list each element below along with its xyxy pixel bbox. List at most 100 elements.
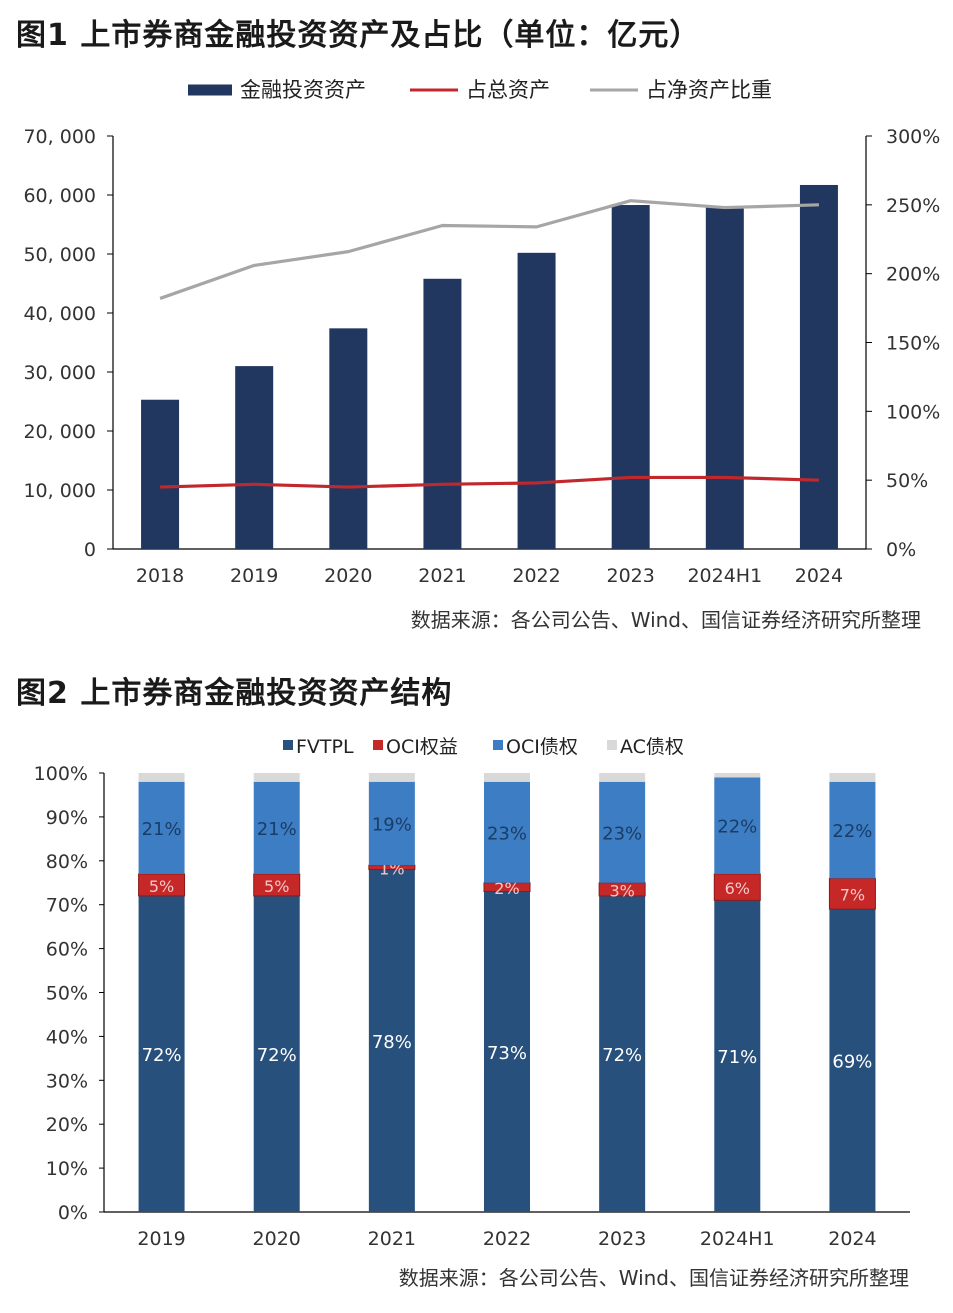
figure2-title: 图2 上市券商金融投资资产结构 [16, 676, 453, 711]
bar-2022 [517, 252, 556, 549]
y-tick-label-left: 0 [84, 539, 96, 561]
y-tick-label: 40% [46, 1026, 88, 1048]
legend-label-3: 占净资产比重 [646, 78, 772, 102]
x-tick-label: 2023 [598, 1228, 646, 1250]
y-tick-label: 10% [46, 1158, 88, 1180]
data-label-2024H1-3: 22% [717, 817, 757, 838]
figure1-source: 数据来源：各公司公告、Wind、国信证券经济研究所整理 [410, 608, 921, 632]
x-tick-label: 2022 [512, 565, 560, 582]
y-tick-label-right: 150% [886, 333, 940, 355]
data-label-2019-1: 72% [142, 1045, 182, 1066]
y-tick-label-left: 20, 000 [23, 421, 96, 443]
figure2-source: 数据来源：各公司公告、Wind、国信证券经济研究所整理 [398, 1266, 909, 1290]
bar-segment-2023-3 [599, 781, 646, 883]
legend-swatch-4 [607, 740, 617, 750]
bar-segment-2024-4 [829, 773, 876, 782]
y-tick-label-left: 50, 000 [23, 244, 96, 266]
x-tick-label: 2024H1 [700, 1228, 775, 1250]
y-tick-label: 80% [46, 851, 88, 873]
y-tick-label: 60% [46, 939, 88, 961]
legend-swatch-3 [590, 88, 638, 92]
figure1-title: 图1 上市券商金融投资资产及占比（单位：亿元） [16, 18, 701, 53]
data-label-2023-3: 23% [602, 823, 642, 844]
y-tick-label-left: 10, 000 [23, 480, 96, 502]
bar-segment-2019-1 [138, 895, 185, 1212]
data-label-2022-3: 23% [487, 823, 527, 844]
y-tick-label: 100% [34, 763, 88, 785]
series-line-total-asset-ratio [160, 475, 819, 489]
data-label-2021-3: 19% [372, 814, 412, 835]
bar-segment-2020-3 [253, 781, 300, 874]
legend-swatch-3 [493, 740, 503, 750]
y-tick-label: 20% [46, 1114, 88, 1136]
bar-segment-2022-3 [484, 781, 530, 883]
y-tick-label: 90% [46, 807, 88, 829]
data-label-2020-1: 72% [257, 1045, 297, 1066]
x-tick-label: 2024 [828, 1228, 876, 1250]
x-tick-label: 2020 [324, 565, 372, 582]
x-tick-label: 2021 [368, 1228, 416, 1250]
y-tick-label-left: 30, 000 [23, 362, 96, 384]
x-tick-label: 2019 [137, 1228, 185, 1250]
data-label-2022-1: 73% [487, 1043, 527, 1064]
data-label-2024-1: 69% [832, 1052, 872, 1073]
data-label-2021-1: 78% [372, 1032, 412, 1053]
bar-segment-2021-1 [368, 869, 415, 1212]
bar-segment-2023-4 [599, 773, 646, 782]
bar-segment-2024-2 [828, 877, 876, 910]
legend-label-1: 金融投资资产 [240, 78, 366, 102]
bar-segment-2024H1-2 [713, 873, 761, 901]
bar-segment-2024H1-1 [714, 900, 761, 1212]
legend-label-1: FVTPL [296, 736, 354, 758]
bar-segment-2023-1 [599, 895, 646, 1212]
chart1: 金融投资资产 占总资产 占净资产比重 0 10, 000 20, 000 30, 000 40… [23, 78, 940, 582]
bar-segment-2019-3 [138, 781, 185, 874]
bar-2024H1 [705, 206, 744, 550]
y-tick-label-right: 100% [886, 401, 940, 423]
bar-segment-2024-1 [829, 909, 876, 1212]
legend-label-2: 占总资产 [466, 78, 550, 102]
y-tick-label-left: 70, 000 [23, 126, 96, 148]
series-line-net-asset-ratio [159, 199, 819, 300]
y-tick-label-right: 0% [886, 539, 916, 561]
y-tick-label: 0% [58, 1202, 88, 1224]
y-tick-label-left: 40, 000 [23, 303, 96, 325]
x-tick-label: 2022 [483, 1228, 531, 1250]
y-tick-label: 50% [46, 983, 88, 1005]
data-label-2019-2: 5% [149, 877, 174, 896]
bar-segment-2024-3 [829, 781, 876, 879]
x-tick-label: 2021 [418, 565, 466, 582]
bar-segment-2024H1-3 [714, 777, 761, 874]
bar-2021 [423, 278, 462, 549]
data-label-2020-3: 21% [257, 819, 297, 840]
bar-segment-2021-3 [368, 781, 415, 866]
chart2: FVTPL OCI权益 OCI债权 AC债权 0% 10% 20% 30% 40% 50% 60% 7… [34, 736, 910, 1250]
y-tick-label: 70% [46, 895, 88, 917]
bar-segment-2022-1 [484, 891, 530, 1212]
legend-label-2: OCI权益 [386, 736, 458, 758]
data-label-2024-3: 22% [832, 821, 872, 842]
x-tick-label: 2018 [136, 565, 184, 582]
x-tick-label: 2024H1 [687, 565, 762, 582]
y-tick-label: 30% [46, 1070, 88, 1092]
bar-segment-2024H1-4 [714, 773, 761, 778]
legend-swatch-1 [283, 740, 293, 750]
bar-segment-2020-4 [253, 773, 300, 782]
y-tick-label-right: 200% [886, 264, 940, 286]
legend-swatch-2 [373, 740, 383, 750]
y-tick-label-left: 60, 000 [23, 185, 96, 207]
legend-label-4: AC债权 [620, 736, 684, 758]
y-tick-label-right: 250% [886, 195, 940, 217]
bar-segment-2022-4 [484, 773, 530, 782]
y-tick-label-right: 50% [886, 470, 928, 492]
data-label-2024-2: 7% [840, 886, 865, 905]
y-tick-label-right: 300% [886, 126, 940, 148]
data-label-2024H1-1: 71% [717, 1047, 757, 1068]
x-tick-label: 2024 [795, 565, 843, 582]
data-label-2024H1-2: 6% [725, 879, 750, 898]
x-tick-label: 2023 [607, 565, 655, 582]
bar-2019 [235, 366, 274, 549]
bar-2020 [329, 328, 368, 549]
data-label-2019-3: 21% [142, 819, 182, 840]
bar-segment-2021-4 [368, 773, 415, 782]
